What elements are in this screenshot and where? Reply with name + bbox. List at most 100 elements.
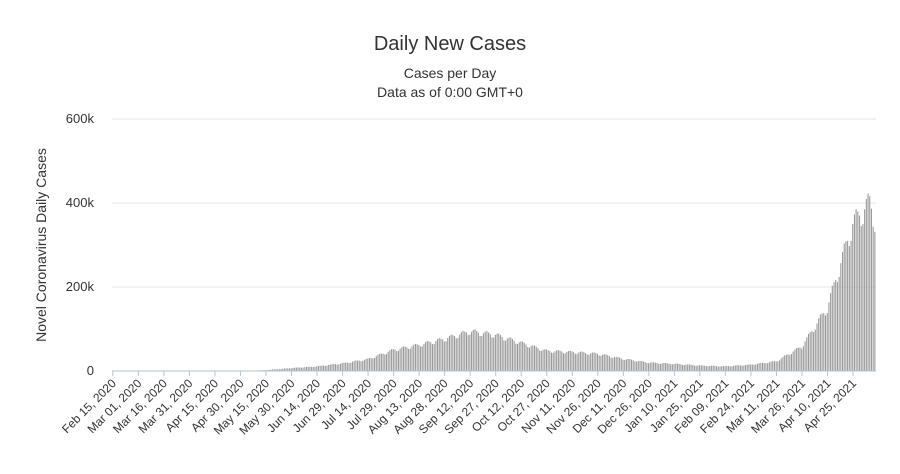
bar[interactable] — [321, 365, 323, 371]
bar[interactable] — [450, 334, 452, 371]
bar[interactable] — [794, 349, 796, 371]
bar[interactable] — [874, 231, 876, 371]
bar[interactable] — [533, 345, 536, 371]
bar[interactable] — [814, 329, 816, 371]
bar[interactable] — [489, 334, 491, 371]
bar[interactable] — [317, 365, 319, 371]
bar[interactable] — [358, 360, 360, 371]
bar[interactable] — [294, 367, 296, 371]
bar[interactable] — [869, 196, 871, 371]
bar[interactable] — [629, 359, 631, 371]
bar[interactable] — [401, 347, 403, 371]
bar[interactable] — [864, 209, 866, 371]
bar[interactable] — [552, 352, 554, 371]
bar[interactable] — [630, 359, 633, 371]
bar[interactable] — [343, 362, 345, 371]
bar[interactable] — [699, 365, 701, 371]
bar[interactable] — [433, 343, 435, 371]
bar[interactable] — [476, 330, 478, 371]
bar[interactable] — [680, 364, 682, 371]
bar[interactable] — [865, 199, 867, 371]
bar[interactable] — [399, 348, 401, 371]
bar[interactable] — [625, 359, 627, 371]
bar[interactable] — [528, 347, 530, 371]
bar[interactable] — [819, 314, 821, 371]
bar[interactable] — [357, 360, 359, 371]
bar[interactable] — [738, 365, 740, 371]
bar[interactable] — [586, 354, 588, 371]
bar[interactable] — [282, 368, 284, 371]
bar[interactable] — [736, 365, 738, 371]
bar[interactable] — [493, 337, 495, 371]
bar[interactable] — [326, 365, 328, 371]
bar[interactable] — [671, 364, 673, 371]
bar[interactable] — [290, 368, 292, 371]
bar[interactable] — [755, 364, 757, 371]
bar[interactable] — [452, 335, 454, 371]
bar[interactable] — [634, 361, 636, 371]
bar[interactable] — [770, 361, 772, 371]
bar[interactable] — [333, 364, 335, 371]
bar[interactable] — [513, 340, 515, 371]
bar[interactable] — [554, 351, 556, 371]
bar[interactable] — [600, 355, 602, 371]
bar[interactable] — [739, 365, 741, 371]
bar[interactable] — [636, 361, 638, 371]
bar[interactable] — [360, 361, 362, 371]
bar[interactable] — [454, 336, 456, 371]
bar[interactable] — [569, 350, 571, 371]
bar[interactable] — [744, 365, 747, 371]
bar[interactable] — [331, 364, 333, 371]
bar[interactable] — [809, 332, 811, 371]
bar[interactable] — [559, 350, 561, 371]
bar[interactable] — [683, 365, 685, 371]
bar[interactable] — [858, 215, 861, 371]
bar[interactable] — [557, 350, 559, 371]
bar[interactable] — [727, 366, 730, 371]
bar[interactable] — [831, 285, 833, 371]
bar[interactable] — [481, 336, 483, 371]
bar[interactable] — [374, 357, 376, 371]
bar[interactable] — [615, 356, 617, 371]
bar[interactable] — [460, 332, 462, 371]
bar[interactable] — [503, 340, 505, 371]
bar[interactable] — [612, 357, 614, 371]
bar[interactable] — [777, 361, 779, 371]
bar[interactable] — [287, 368, 289, 371]
bar[interactable] — [314, 366, 316, 371]
bar[interactable] — [334, 364, 336, 371]
bar[interactable] — [367, 358, 369, 371]
bar[interactable] — [734, 365, 736, 371]
bar[interactable] — [690, 364, 692, 371]
bar[interactable] — [443, 341, 445, 371]
bar[interactable] — [307, 366, 309, 371]
bar[interactable] — [384, 354, 386, 371]
bar[interactable] — [605, 354, 607, 371]
bar[interactable] — [830, 293, 832, 371]
bar[interactable] — [692, 365, 694, 371]
bar[interactable] — [751, 364, 753, 371]
bar[interactable] — [402, 346, 405, 371]
bar[interactable] — [617, 356, 619, 371]
bar[interactable] — [414, 343, 416, 371]
bar[interactable] — [351, 361, 354, 371]
bar[interactable] — [833, 282, 835, 371]
bar[interactable] — [627, 359, 629, 371]
bar[interactable] — [792, 351, 794, 371]
bar[interactable] — [801, 348, 803, 371]
bar[interactable] — [603, 354, 605, 371]
bar[interactable] — [431, 344, 433, 371]
bar[interactable] — [687, 364, 689, 371]
bar[interactable] — [602, 354, 604, 371]
bar[interactable] — [537, 348, 539, 371]
bar[interactable] — [348, 363, 350, 371]
bar[interactable] — [363, 359, 365, 371]
bar[interactable] — [773, 361, 776, 371]
bar[interactable] — [544, 349, 546, 371]
bar[interactable] — [872, 226, 874, 371]
bar[interactable] — [748, 364, 750, 371]
bar[interactable] — [375, 356, 377, 371]
bar[interactable] — [484, 331, 486, 371]
bar[interactable] — [445, 341, 447, 371]
bar[interactable] — [707, 366, 709, 371]
